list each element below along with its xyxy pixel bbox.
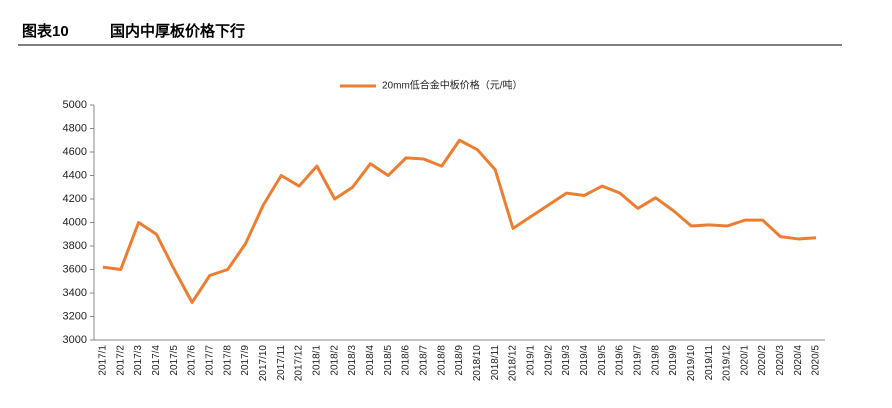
x-tick-label: 2017/7 — [205, 345, 216, 376]
y-tick-label: 4200 — [63, 193, 87, 205]
x-tick-label: 2017/10 — [258, 345, 269, 382]
y-tick-label: 4800 — [63, 122, 87, 134]
x-tick-label: 2017/1 — [98, 345, 109, 376]
x-tick-label: 2019/7 — [632, 345, 643, 376]
x-tick-label: 2020/2 — [757, 345, 768, 376]
x-tick-label: 2020/1 — [739, 345, 750, 376]
x-tick-label: 2017/11 — [276, 345, 287, 381]
figure-label: 图表10 — [22, 22, 69, 40]
x-tick-label: 2019/11 — [704, 345, 715, 381]
x-tick-label: 2020/3 — [775, 345, 786, 376]
x-tick-label: 2017/9 — [240, 345, 251, 376]
x-tick-label: 2018/9 — [454, 345, 465, 376]
x-tick-label: 2018/7 — [418, 345, 429, 376]
x-tick-label: 2017/5 — [169, 345, 180, 376]
x-tick-label: 2017/12 — [294, 345, 305, 382]
y-tick-label: 4400 — [63, 169, 87, 181]
x-tick-label: 2018/12 — [508, 345, 519, 382]
x-tick-label: 2018/2 — [329, 345, 340, 376]
legend-label: 20mm低合金中板价格（元/吨） — [382, 79, 523, 92]
x-tick-label: 2017/6 — [187, 345, 198, 376]
x-tick-label: 2019/8 — [650, 345, 661, 376]
x-tick-label: 2019/5 — [597, 345, 608, 376]
x-tick-label: 2019/3 — [561, 345, 572, 376]
x-tick-label: 2018/5 — [383, 345, 394, 376]
x-tick-label: 2017/2 — [115, 345, 126, 376]
y-tick-label: 3800 — [63, 240, 87, 252]
x-tick-label: 2019/6 — [615, 345, 626, 376]
x-tick-label: 2020/5 — [811, 345, 822, 376]
x-tick-label: 2018/6 — [401, 345, 412, 376]
x-tick-label: 2018/8 — [436, 345, 447, 376]
x-tick-label: 2020/4 — [793, 345, 804, 376]
x-tick-label: 2019/9 — [668, 345, 679, 376]
y-tick-label: 4600 — [63, 146, 87, 158]
x-tick-label: 2018/3 — [347, 345, 358, 376]
figure-title: 国内中厚板价格下行 — [110, 22, 245, 40]
x-tick-label: 2017/4 — [151, 345, 162, 376]
x-tick-label: 2018/10 — [472, 345, 483, 382]
x-tick-label: 2019/2 — [543, 345, 554, 376]
x-tick-label: 2018/11 — [490, 345, 501, 381]
y-tick-label: 3600 — [63, 263, 87, 275]
y-tick-label: 3200 — [63, 310, 87, 322]
x-tick-label: 2019/4 — [579, 345, 590, 376]
x-tick-label: 2019/12 — [722, 345, 733, 382]
y-tick-label: 3400 — [63, 287, 87, 299]
x-tick-label: 2019/1 — [525, 345, 536, 376]
x-tick-label: 2018/4 — [365, 345, 376, 376]
x-tick-label: 2017/3 — [133, 345, 144, 376]
x-tick-label: 2019/10 — [686, 345, 697, 382]
x-tick-label: 2018/1 — [312, 345, 323, 376]
y-tick-label: 5000 — [63, 99, 87, 111]
y-tick-label: 4000 — [63, 216, 87, 228]
price-line — [102, 138, 817, 304]
y-tick-label: 3000 — [63, 334, 87, 346]
x-tick-label: 2017/8 — [222, 345, 233, 376]
